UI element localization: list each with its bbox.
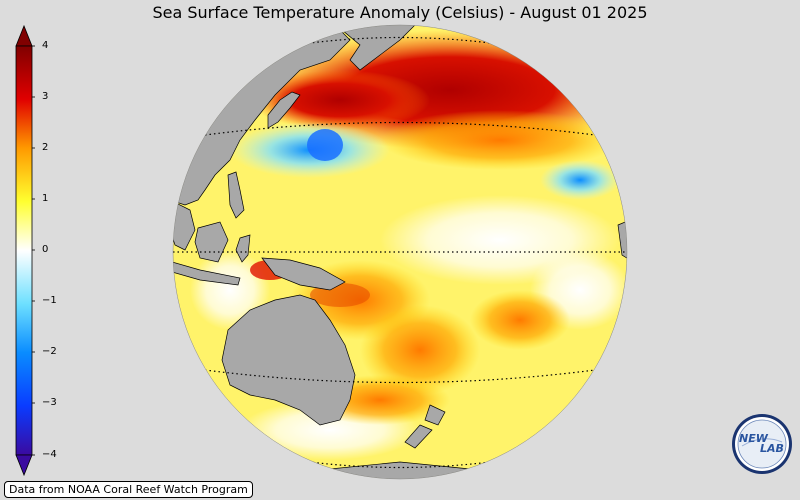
colorbar-tick-label: 3 xyxy=(42,91,49,102)
data-source-label: Data from NOAA Coral Reef Watch Program xyxy=(4,481,253,498)
colorbar xyxy=(15,24,35,477)
map-title: Sea Surface Temperature Anomaly (Celsius… xyxy=(152,3,648,22)
logo-text-left: NEW xyxy=(739,432,769,445)
colorbar-min-arrow xyxy=(15,454,33,477)
colorbar-tick-label: −1 xyxy=(42,295,57,306)
colorbar-tick-label: −3 xyxy=(42,397,57,408)
colorbar-tick-label: 4 xyxy=(42,40,49,51)
colorbar-tick-label: 2 xyxy=(42,142,49,153)
colorbar-tick-label: 1 xyxy=(42,193,49,204)
colorbar-tick-label: 0 xyxy=(42,244,49,255)
colorbar-tick-label: −4 xyxy=(42,449,57,460)
nexlab-logo: NEW LAB xyxy=(732,414,792,474)
logo-text-right: LAB xyxy=(760,442,784,455)
colorbar-tick-label: −2 xyxy=(42,346,57,357)
